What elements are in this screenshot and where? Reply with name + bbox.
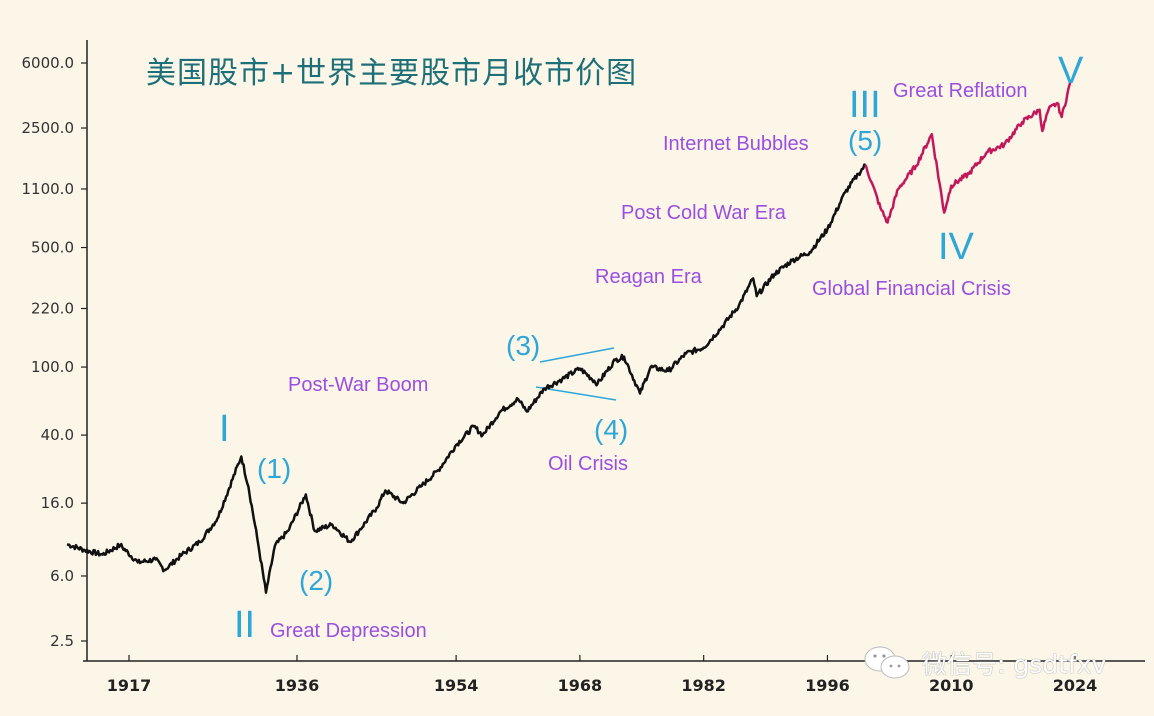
y-tick-label: 6000.0 — [22, 54, 75, 72]
wave-label-IV: IV — [938, 226, 974, 268]
y-tick-label: 1100.0 — [22, 180, 75, 198]
era-label-great-reflation: Great Reflation — [893, 80, 1028, 102]
wave-label-sub-1: (1) — [257, 453, 292, 484]
chart-title: 美国股市+世界主要股市月收市价图 — [146, 56, 638, 91]
era-label-great-depression: Great Depression — [270, 620, 427, 642]
y-axis-ticks: 6000.0 2500.0 1100.0 500.0 220.0 100.0 40.0 16.… — [22, 54, 87, 650]
y-tick-label: 40.0 — [41, 426, 74, 444]
world-market-line — [864, 80, 1072, 224]
era-label-oil-crisis: Oil Crisis — [548, 453, 628, 475]
y-tick-label: 100.0 — [31, 358, 74, 376]
x-tick-label: 1968 — [558, 676, 603, 695]
wave-label-sub-5: (5) — [848, 125, 883, 156]
upper-trendline — [539, 347, 615, 363]
era-label-post-war-boom: Post-War Boom — [288, 374, 429, 396]
y-tick-label: 220.0 — [31, 300, 74, 318]
x-tick-label: 1917 — [107, 676, 152, 695]
y-tick-label: 500.0 — [31, 239, 74, 257]
wave-label-sub-2: (2) — [299, 565, 334, 596]
x-tick-label: 1996 — [805, 676, 850, 695]
x-axis-ticks: 1917 1936 1954 1968 1982 1996 2010 2024 — [107, 655, 1098, 695]
wave-label-I: I — [219, 408, 230, 450]
wechat-icon — [864, 646, 910, 679]
era-label-reagan-era: Reagan Era — [595, 266, 702, 288]
y-tick-label: 6.0 — [50, 567, 74, 585]
wave-label-V: V — [1058, 50, 1084, 92]
x-tick-label: 2024 — [1053, 676, 1098, 695]
x-tick-label: 1936 — [275, 676, 320, 695]
era-label-internet-bubbles: Internet Bubbles — [663, 133, 809, 155]
x-tick-label: 1954 — [434, 676, 479, 695]
y-tick-label: 16.0 — [41, 494, 74, 512]
x-tick-label: 1982 — [681, 676, 726, 695]
y-tick-label: 2.5 — [50, 632, 74, 650]
axes — [83, 40, 1145, 662]
wave-label-II: II — [234, 604, 256, 646]
us-market-line — [66, 163, 866, 594]
x-tick-label: 2010 — [929, 676, 974, 695]
wave-label-III: III — [849, 84, 881, 126]
era-label-post-cold-war-era: Post Cold War Era — [621, 202, 786, 224]
wave-label-sub-4: (4) — [594, 414, 629, 445]
era-label-global-financial-crisis: Global Financial Crisis — [812, 278, 1011, 300]
watermark-text: 微信号: gsdtfxv — [922, 650, 1107, 679]
wave-label-sub-3: (3) — [506, 330, 541, 361]
y-tick-label: 2500.0 — [22, 119, 75, 137]
